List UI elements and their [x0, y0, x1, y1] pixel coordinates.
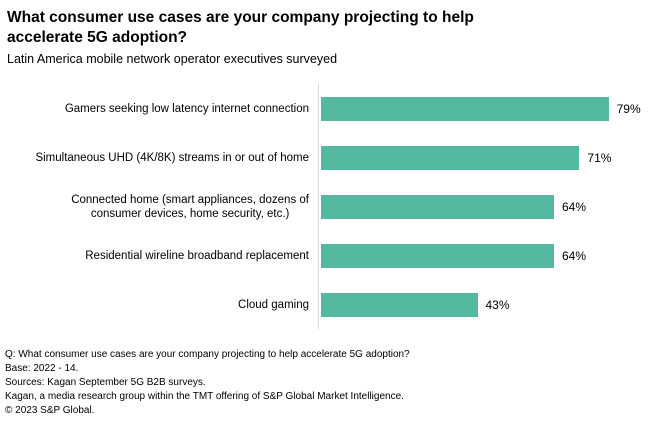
bar — [321, 194, 554, 219]
chart-header: What consumer use cases are your company… — [0, 0, 660, 67]
category-label: Cloud gaming — [238, 298, 309, 311]
category-label-cell: Residential wireline broadband replaceme… — [0, 249, 318, 263]
footnote-copyright: © 2023 S&P Global. — [5, 405, 95, 416]
chart-subtitle: Latin America mobile network operator ex… — [7, 52, 338, 66]
footnotes: Q: What consumer use cases are your comp… — [0, 348, 660, 418]
bar — [321, 145, 580, 170]
value-label: 43% — [485, 297, 510, 312]
bar-cell: 79% — [318, 96, 660, 121]
value-label: 64% — [562, 199, 587, 214]
category-label-cell: Gamers seeking low latency internet conn… — [0, 102, 318, 116]
bar-cell: 43% — [318, 292, 660, 317]
category-label-cell: Cloud gaming — [0, 298, 318, 312]
category-label-cell: Simultaneous UHD (4K/8K) streams in or o… — [0, 151, 318, 165]
bar-row: Cloud gaming 43% — [0, 280, 660, 329]
bar-chart: Gamers seeking low latency internet conn… — [0, 84, 660, 329]
category-label-cell: Connected home (smart appliances, dozens… — [0, 193, 318, 221]
bar-row: Gamers seeking low latency internet conn… — [0, 84, 660, 133]
bar-row: Simultaneous UHD (4K/8K) streams in or o… — [0, 133, 660, 182]
value-label: 64% — [562, 248, 587, 263]
bar-cell: 71% — [318, 145, 660, 170]
category-label: Connected home (smart appliances, dozens… — [71, 193, 309, 220]
y-axis-line — [318, 84, 319, 329]
bar-cell: 64% — [318, 194, 660, 219]
category-label: Residential wireline broadband replaceme… — [85, 249, 309, 262]
bar — [321, 96, 609, 121]
footnote-kagan: Kagan, a media research group within the… — [5, 391, 404, 402]
bar-row: Residential wireline broadband replaceme… — [0, 231, 660, 280]
value-label: 71% — [587, 150, 612, 165]
bar — [321, 243, 554, 268]
chart-title: What consumer use cases are your company… — [7, 9, 474, 46]
bar-cell: 64% — [318, 243, 660, 268]
footnote-question: Q: What consumer use cases are your comp… — [5, 349, 410, 360]
bar-row: Connected home (smart appliances, dozens… — [0, 182, 660, 231]
footnote-sources: Sources: Kagan September 5G B2B surveys. — [5, 377, 206, 388]
category-label: Gamers seeking low latency internet conn… — [64, 102, 309, 115]
bar — [321, 292, 478, 317]
value-label: 79% — [616, 101, 641, 116]
category-label: Simultaneous UHD (4K/8K) streams in or o… — [35, 151, 309, 164]
footnote-base: Base: 2022 - 14. — [5, 363, 79, 374]
